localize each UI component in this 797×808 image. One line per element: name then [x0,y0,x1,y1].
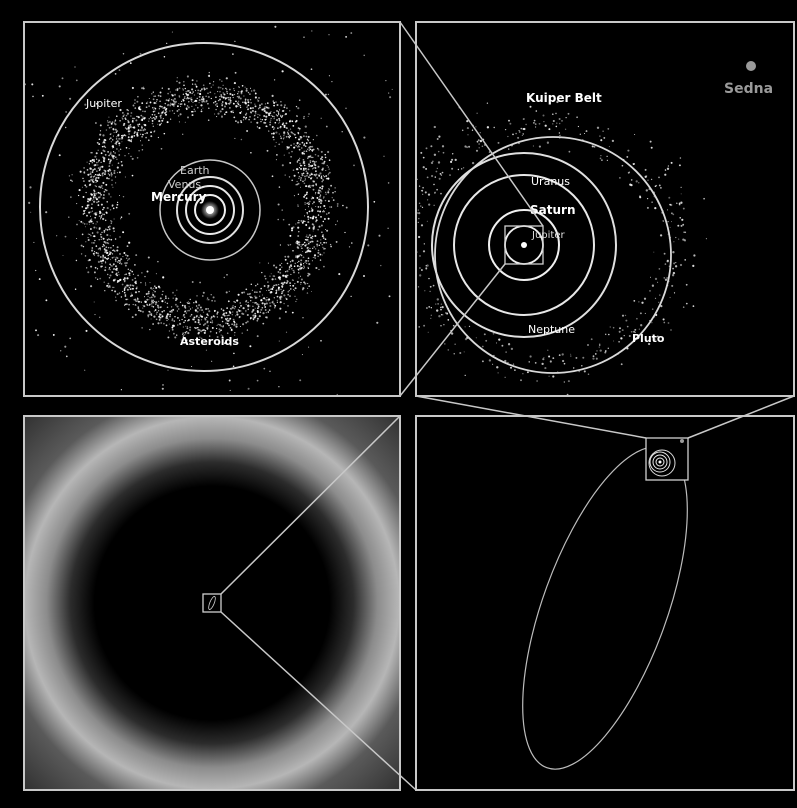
label-asteroids: Asteroids [180,335,239,348]
mini-sun [659,461,662,464]
label-kuiper-belt: Kuiper Belt [526,91,602,105]
sedna-dot [746,61,756,71]
label-neptune: Neptune [528,323,575,336]
label-sedna: Sedna [724,81,773,97]
label-saturn: Saturn [530,203,575,217]
outer-system-zoom-box [646,438,688,480]
label-pluto: Pluto [632,332,665,345]
sun [206,206,214,214]
label-jupiter-inner: Jupiter [85,97,122,110]
label-uranus: Uranus [531,175,570,188]
label-jupiter-outer: Jupiter [531,230,565,241]
mini-sedna-dot [680,439,684,443]
label-mercury: Mercury [151,190,207,204]
sun-outer [521,242,527,248]
label-earth: Earth [180,164,210,177]
